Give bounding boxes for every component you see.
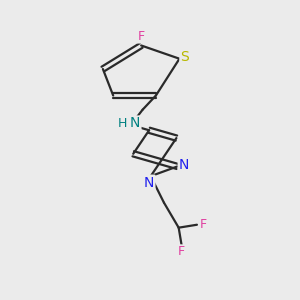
Text: F: F (138, 29, 145, 43)
Text: F: F (178, 245, 185, 258)
Text: H: H (118, 117, 127, 130)
Text: N: N (144, 176, 154, 190)
Text: F: F (199, 218, 206, 231)
Text: N: N (130, 116, 140, 130)
Text: S: S (180, 50, 189, 64)
Text: N: N (179, 158, 189, 172)
